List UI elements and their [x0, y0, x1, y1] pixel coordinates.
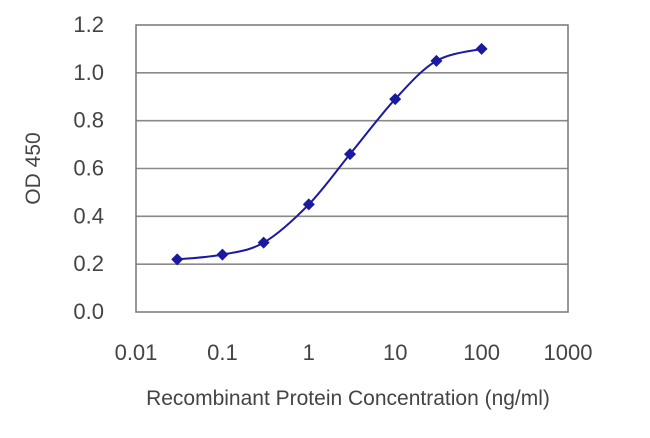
- data-point-marker: [257, 236, 270, 249]
- plot-area-frame: [135, 24, 569, 313]
- data-points: [171, 42, 488, 266]
- data-point-marker: [344, 148, 357, 161]
- x-tick-label: 1000: [544, 340, 593, 365]
- y-tick-label: 0.0: [73, 299, 104, 324]
- data-point-marker: [389, 93, 402, 106]
- fitted-curve: [177, 47, 482, 261]
- x-tick-label: 1: [303, 340, 315, 365]
- data-point-marker: [302, 198, 315, 211]
- y-tick-label: 0.6: [73, 156, 104, 181]
- x-tick-label: 0.1: [207, 340, 238, 365]
- x-axis-title: Recombinant Protein Concentration (ng/ml…: [146, 387, 550, 410]
- x-axis-tick-labels: 0.01 0.1 1 10 100 1000: [115, 340, 593, 365]
- data-point-marker: [475, 42, 488, 55]
- y-tick-label: 0.8: [73, 108, 104, 133]
- data-point-marker: [430, 54, 443, 67]
- y-tick-label: 1.2: [73, 12, 104, 37]
- data-point-marker: [171, 253, 184, 266]
- gridlines: [136, 72, 568, 265]
- x-tick-label: 10: [383, 340, 407, 365]
- y-axis-title: OD 450: [22, 132, 45, 204]
- y-tick-label: 1.0: [73, 60, 104, 85]
- y-tick-label: 0.2: [73, 251, 104, 276]
- y-tick-label: 0.4: [73, 203, 104, 228]
- x-tick-label: 100: [463, 340, 500, 365]
- y-axis-tick-labels: 0.0 0.2 0.4 0.6 0.8 1.0 1.2: [73, 12, 104, 324]
- x-tick-label: 0.01: [115, 340, 158, 365]
- data-point-marker: [216, 248, 229, 261]
